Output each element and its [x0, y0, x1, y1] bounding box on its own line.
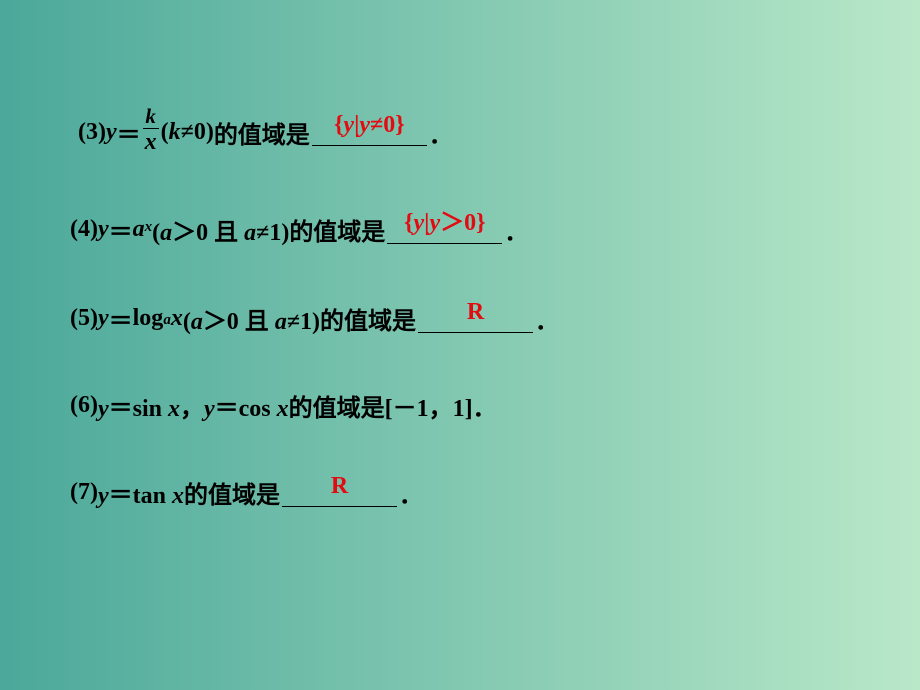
- item-7-p1: y＝tan x: [98, 475, 184, 510]
- tail-text: 的值域是: [214, 115, 310, 150]
- item-6-p1: y＝sin x: [98, 388, 180, 423]
- fraction-k-over-x: k x: [143, 106, 159, 154]
- fraction-den: x: [143, 128, 159, 154]
- cond-5: (a＞0 且 a≠1): [183, 301, 320, 336]
- item-4-prefix: (4): [70, 216, 98, 243]
- blank-4: {y|y＞0}: [387, 216, 502, 244]
- answer-4: {y|y＞0}: [404, 210, 486, 236]
- blank-7: R: [282, 479, 397, 507]
- log-arg: x: [171, 305, 183, 332]
- item-3: (3) y ＝ k x ( k ≠ 0) 的值域是 {y|y≠0} ．: [70, 108, 850, 156]
- item-6: (6) y＝sin x ， y＝cos x 的值域是[－1，1]．: [70, 388, 850, 423]
- tail-text: 的值域是: [184, 475, 280, 510]
- cond-4: (a＞0 且 a≠1): [152, 212, 289, 247]
- log-text: log: [133, 305, 164, 332]
- item-5: (5) y ＝ log a x (a＞0 且 a≠1) 的值域是 R ．: [70, 301, 850, 336]
- eq-sign: ＝: [117, 115, 141, 150]
- tail-text: 的值域是: [320, 301, 416, 336]
- var-y: y: [98, 305, 109, 332]
- cond-open: (: [161, 119, 169, 146]
- period: ．: [535, 301, 559, 336]
- item-4: (4) y ＝ a x (a＞0 且 a≠1) 的值域是 {y|y＞0} ．: [70, 212, 850, 247]
- exp-x: x: [145, 219, 153, 236]
- fraction-num: k: [143, 106, 158, 128]
- tail-text: 的值域是: [289, 212, 385, 247]
- blank-5: R: [418, 305, 533, 333]
- answer-3: {y|y≠0}: [334, 112, 405, 138]
- item-6-p2: y＝cos x: [204, 388, 289, 423]
- var-y: y: [98, 216, 109, 243]
- item-6-prefix: (6): [70, 392, 98, 419]
- answer-5: R: [467, 299, 484, 325]
- cond-rel: ≠: [181, 119, 194, 146]
- item-3-prefix: (3): [78, 119, 106, 146]
- period: ．: [399, 475, 423, 510]
- var-y: y: [106, 119, 117, 146]
- content-area: (3) y ＝ k x ( k ≠ 0) 的值域是 {y|y≠0} ． (4) …: [0, 0, 920, 510]
- eq-sign: ＝: [109, 212, 133, 247]
- answer-7: R: [331, 473, 348, 499]
- item-6-tail: 的值域是[－1，1]．: [289, 388, 497, 423]
- cond-val: 0): [194, 119, 214, 146]
- blank-3: {y|y≠0}: [312, 118, 427, 146]
- period: ．: [504, 212, 528, 247]
- comma: ，: [180, 388, 204, 423]
- period: ．: [429, 115, 453, 150]
- item-7: (7) y＝tan x 的值域是 R ．: [70, 475, 850, 510]
- log-base: a: [163, 312, 171, 329]
- item-5-prefix: (5): [70, 305, 98, 332]
- eq-sign: ＝: [109, 301, 133, 336]
- item-7-prefix: (7): [70, 479, 98, 506]
- cond-var: k: [169, 119, 181, 146]
- base-a: a: [133, 216, 145, 243]
